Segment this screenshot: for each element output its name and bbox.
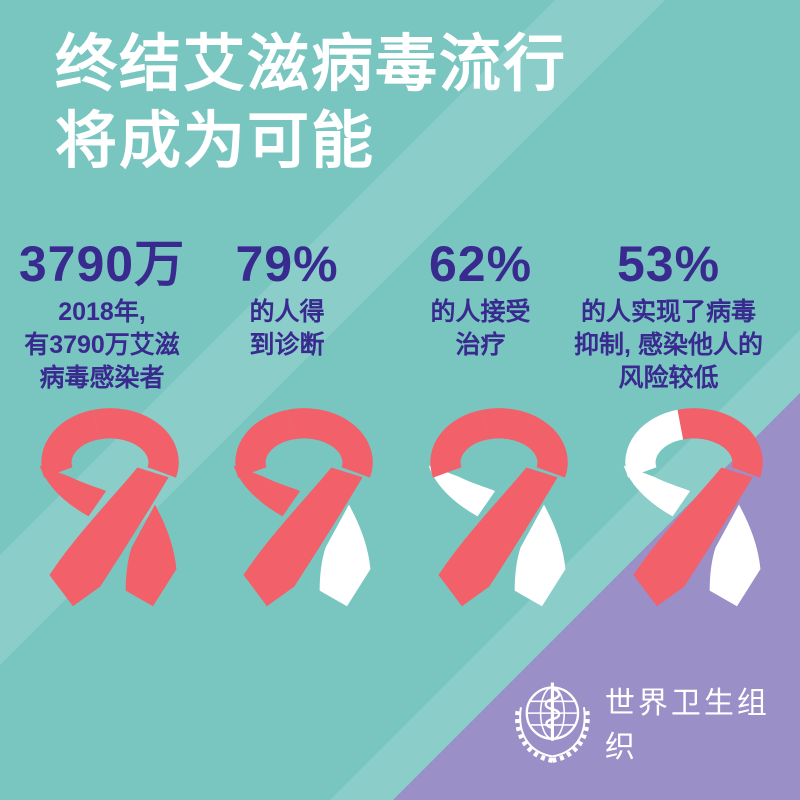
stat-desc-line: 的人接受: [430, 298, 531, 326]
who-emblem-icon: [515, 682, 590, 763]
stat-value: 62%: [428, 236, 533, 292]
stat-diagnosed: 79% 的人得 到诊断: [212, 238, 362, 362]
who-org-name: 世界卫生组织: [604, 687, 770, 764]
stat-value: 3790万: [18, 236, 186, 292]
stat-desc-line: 2018年,: [58, 298, 146, 326]
ribbon-loop-right: [287, 408, 373, 478]
stat-description: 2018年, 有3790万艾滋 病毒感染者: [2, 296, 202, 395]
ribbon-right-tail: [319, 504, 371, 607]
stat-description: 的人得 到诊断: [212, 296, 362, 362]
aids-ribbon-icon: [623, 408, 763, 607]
stat-value: 53%: [616, 236, 721, 292]
ribbon-loop-right: [482, 408, 568, 478]
ribbon-right-tail: [709, 504, 761, 607]
title-line-1: 终结艾滋病毒流行: [55, 30, 568, 99]
ribbon-loop-left: [625, 409, 684, 478]
stat-desc-line: 到诊断: [249, 331, 325, 359]
stat-desc-line: 抑制, 感染他人的: [574, 331, 763, 359]
stat-desc-line: 有3790万艾滋: [24, 331, 180, 359]
stat-desc-line: 的人得: [249, 298, 325, 326]
ribbon-loop-left: [430, 409, 489, 478]
who-branding: 世界卫生组织: [512, 678, 800, 766]
stat-desc-line: 的人实现了病毒: [580, 298, 756, 326]
stat-description: 的人实现了病毒 抑制, 感染他人的 风险较低: [551, 296, 786, 395]
page-title: 终结艾滋病毒流行 将成为可能: [55, 26, 567, 180]
stat-desc-line: 治疗: [455, 331, 506, 359]
ribbon-loop-right: [677, 408, 763, 478]
ribbon-left-shoulder: [39, 465, 107, 517]
aids-ribbon-icon: [39, 408, 179, 607]
stat-desc-line: 病毒感染者: [39, 364, 165, 392]
stat-total-infected: 3790万 2018年, 有3790万艾滋 病毒感染者: [2, 238, 202, 395]
aids-ribbon-icon: [428, 408, 568, 607]
ribbon-right-tail: [514, 504, 566, 607]
ribbon-front-band: [49, 467, 169, 607]
ribbon-front-band: [438, 467, 558, 607]
ribbon-loop-left: [235, 409, 294, 478]
stat-virally-suppressed: 53% 的人实现了病毒 抑制, 感染他人的 风险较低: [551, 238, 786, 395]
ribbon-left-shoulder: [233, 465, 301, 517]
stat-desc-line: 风险较低: [618, 364, 719, 392]
ribbon-right-tail: [125, 504, 177, 607]
ribbon-loop-right: [93, 408, 179, 478]
ribbon-left-shoulder: [623, 465, 691, 517]
stat-description: 的人接受 治疗: [398, 296, 563, 362]
title-line-2: 将成为可能: [55, 107, 376, 176]
stat-value: 79%: [235, 236, 339, 292]
stat-on-treatment: 62% 的人接受 治疗: [398, 238, 563, 362]
ribbon-loop-left: [41, 409, 100, 478]
aids-ribbon-icon: [233, 408, 373, 607]
ribbon-front-band: [243, 467, 363, 607]
ribbon-front-band: [633, 467, 753, 607]
ribbon-left-shoulder: [428, 465, 496, 517]
